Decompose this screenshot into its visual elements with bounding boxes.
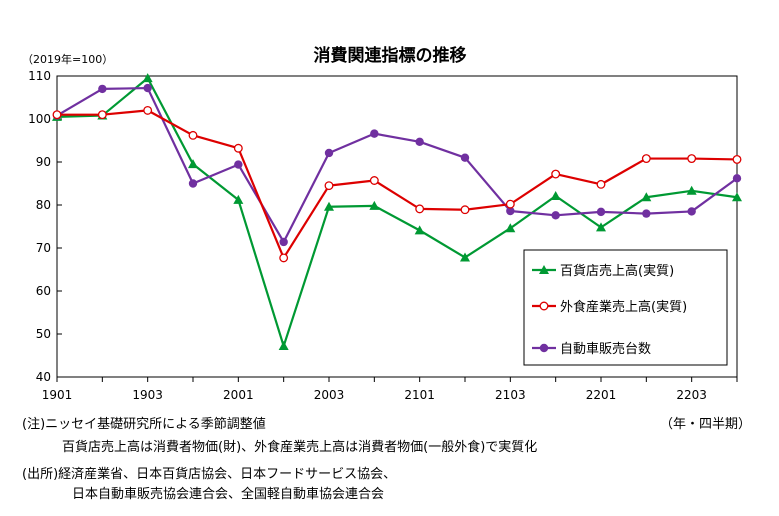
legend-marker (539, 265, 549, 274)
series-layer (52, 73, 742, 351)
data-point (233, 143, 243, 153)
data-point (551, 169, 561, 179)
data-point (143, 83, 152, 93)
data-point (188, 179, 198, 188)
data-point (642, 209, 651, 218)
x-tick-label: 1903 (132, 388, 163, 402)
x-tick-label: 2103 (495, 388, 526, 402)
data-point (369, 200, 380, 210)
x-tick-label: 2201 (586, 388, 617, 402)
series-line (56, 86, 738, 244)
legend-item: 百貨店売上高(実質) (532, 263, 674, 279)
data-point (188, 159, 198, 169)
legend-marker (539, 343, 549, 353)
data-point (369, 176, 379, 185)
data-point (52, 110, 62, 120)
y-tick-label: 100 (28, 112, 51, 126)
legend-label: 自動車販売台数 (560, 341, 651, 357)
note-line-2: 百貨店売上高は消費者物価(財)、外食産業売上高は消費者物価(一般外食)で実質化 (62, 440, 538, 455)
data-point (596, 179, 606, 189)
data-point (415, 204, 425, 214)
data-point (234, 160, 243, 169)
y-tick-label: 110 (28, 69, 51, 83)
data-point (188, 130, 198, 140)
data-point (506, 206, 515, 216)
data-point (596, 207, 606, 217)
series-3 (52, 83, 742, 247)
data-point (142, 73, 153, 83)
y-tick-label: 70 (36, 241, 51, 255)
data-point (687, 154, 697, 164)
data-point (641, 154, 651, 164)
x-axis-unit-label: （年・四半期） (660, 417, 752, 432)
data-point (550, 190, 561, 200)
data-point (370, 129, 379, 138)
legend-label: 外食産業売上高(実質) (560, 299, 687, 315)
data-point (460, 153, 470, 162)
y-tick-label: 80 (36, 198, 51, 212)
x-tick-label: 2101 (404, 388, 435, 402)
series-line (57, 109, 738, 259)
y-tick-label: 90 (36, 155, 51, 169)
data-point (278, 341, 289, 351)
data-point (98, 84, 107, 94)
data-point (460, 205, 470, 215)
data-point (641, 192, 652, 202)
legend: 百貨店売上高(実質) 外食産業売上高(実質) 自動車販売台数 (523, 249, 728, 366)
x-tick-label: 2203 (676, 388, 707, 402)
legend-label: 百貨店売上高(実質) (560, 263, 674, 279)
data-point (324, 181, 334, 191)
data-point (732, 192, 742, 202)
data-point (279, 253, 289, 263)
data-point (687, 207, 696, 216)
legend-item: 自動車販売台数 (532, 341, 651, 357)
data-point (732, 174, 742, 183)
data-point (596, 222, 606, 232)
source-line-1: (出所)経済産業省、日本百貨店協会、日本フードサービス協会、 (22, 467, 397, 482)
data-point (686, 185, 697, 195)
data-point (415, 137, 424, 146)
legend-box (523, 249, 728, 366)
legend-item: 外食産業売上高(実質) (532, 299, 687, 315)
chart-title: 消費関連指標の推移 (314, 45, 467, 66)
x-tick-label: 1901 (42, 388, 73, 402)
data-point (460, 252, 470, 262)
data-point (279, 237, 288, 247)
data-point (551, 211, 560, 220)
y-tick-label: 60 (36, 284, 51, 298)
legend-marker (539, 301, 549, 311)
series-2 (52, 105, 742, 263)
data-point (732, 154, 742, 164)
axes: 40 50 60 70 80 90 100 110 1901 1903 2001 2003 2101 21… (28, 69, 738, 402)
data-point (414, 225, 425, 235)
x-tick-label: 2003 (314, 388, 345, 402)
note-line-1: (注)ニッセイ基礎研究所による季節調整値 (22, 417, 266, 432)
source-line-2: 日本自動車販売協会連合会、全国軽自動車協会連合会 (72, 487, 385, 502)
data-point (324, 148, 334, 158)
data-point (143, 105, 153, 115)
x-tick-label: 2001 (223, 388, 254, 402)
y-tick-label: 50 (36, 327, 51, 341)
data-point (505, 199, 515, 209)
y-unit-label: （2019年=100） (22, 52, 113, 66)
plot-area-frame (56, 75, 738, 378)
data-point (505, 223, 516, 233)
data-point (97, 110, 107, 120)
data-point (233, 194, 244, 204)
data-point (324, 201, 334, 211)
y-tick-label: 40 (36, 370, 51, 384)
